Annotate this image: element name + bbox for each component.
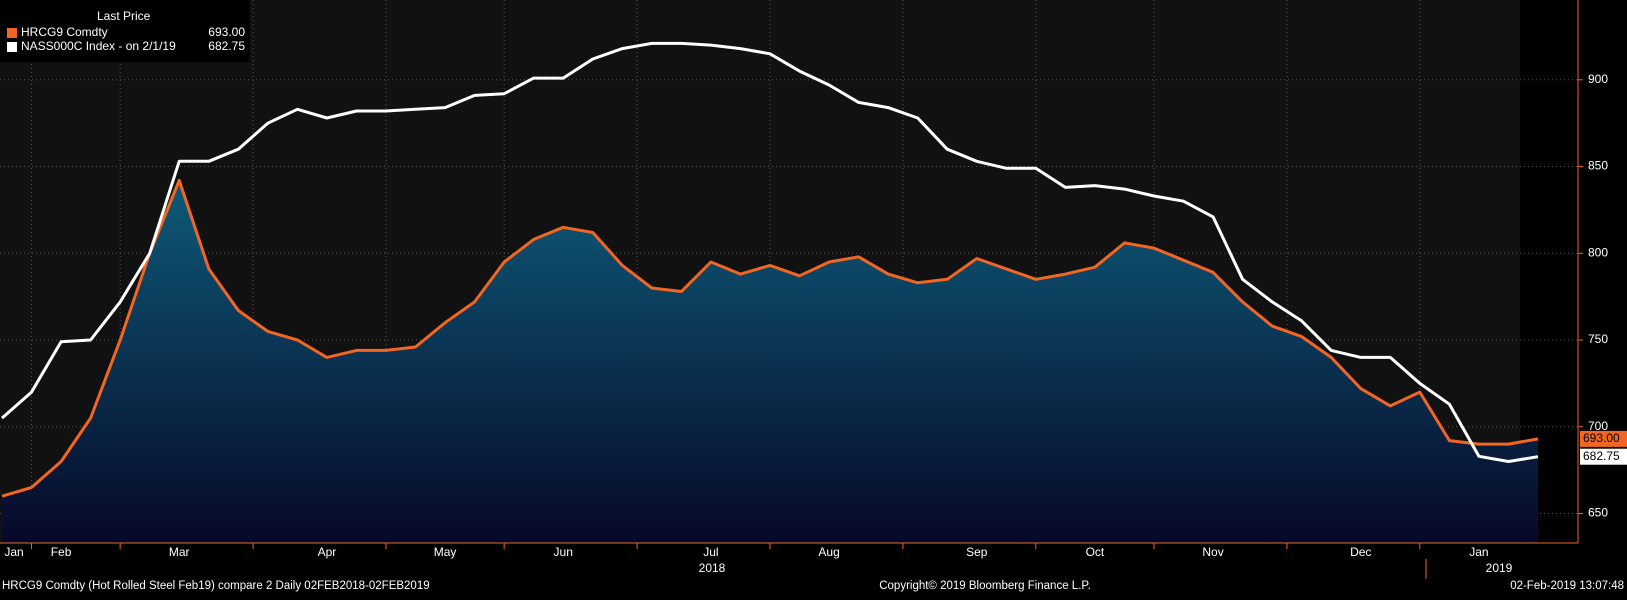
x-tick-label: Apr xyxy=(318,545,337,559)
y-tick-label: 900 xyxy=(1588,72,1608,86)
y-tick-label: 650 xyxy=(1588,506,1608,520)
x-tick-label: Jan xyxy=(4,545,23,559)
footer-center: Copyright© 2019 Bloomberg Finance L.P. xyxy=(879,580,1091,592)
x-tick-label: Jul xyxy=(703,545,718,559)
y-tick-label: 850 xyxy=(1588,159,1608,173)
x-tick-label: May xyxy=(434,545,457,559)
x-tick-label: Sep xyxy=(966,545,988,559)
last-value-label: 693.00 xyxy=(1583,431,1620,445)
x-tick-label: Feb xyxy=(51,545,72,559)
legend-label: HRCG9 Comdty xyxy=(21,25,108,39)
legend-title: Last Price xyxy=(97,9,151,23)
year-label: 2018 xyxy=(699,561,726,575)
y-tick-label: 750 xyxy=(1588,332,1608,346)
footer-right: 02-Feb-2019 13:07:48 xyxy=(1510,580,1624,592)
last-value-label: 682.75 xyxy=(1583,449,1620,463)
legend-label: NASS000C Index - on 2/1/19 xyxy=(21,39,176,53)
year-label: 2019 xyxy=(1486,561,1513,575)
series-line xyxy=(1,41,1539,463)
legend: Last Price HRCG9 Comdty 693.00 NASS000C In… xyxy=(0,0,250,62)
x-tick-label: Jun xyxy=(554,545,573,559)
last-value-tag xyxy=(1580,448,1627,465)
footer-left: HRCG9 Comdty (Hot Rolled Steel Feb19) co… xyxy=(2,580,430,592)
x-tick-label: Nov xyxy=(1202,545,1223,559)
legend-box xyxy=(0,0,250,62)
x-tick-label: Mar xyxy=(169,545,190,559)
legend-swatch xyxy=(7,42,17,52)
last-value-tag xyxy=(1580,430,1627,447)
x-tick-label: Dec xyxy=(1350,545,1371,559)
legend-value: 682.75 xyxy=(208,39,245,53)
y-tick-label: 700 xyxy=(1588,419,1608,433)
y-tick-label: 800 xyxy=(1588,245,1608,259)
legend-swatch xyxy=(7,28,17,38)
series-line xyxy=(1,178,1539,498)
x-tick-label: Aug xyxy=(818,545,839,559)
x-tick-label: Oct xyxy=(1086,545,1105,559)
x-tick-label: Jan xyxy=(1469,545,1488,559)
legend-value: 693.00 xyxy=(208,25,245,39)
area xyxy=(2,180,1538,543)
